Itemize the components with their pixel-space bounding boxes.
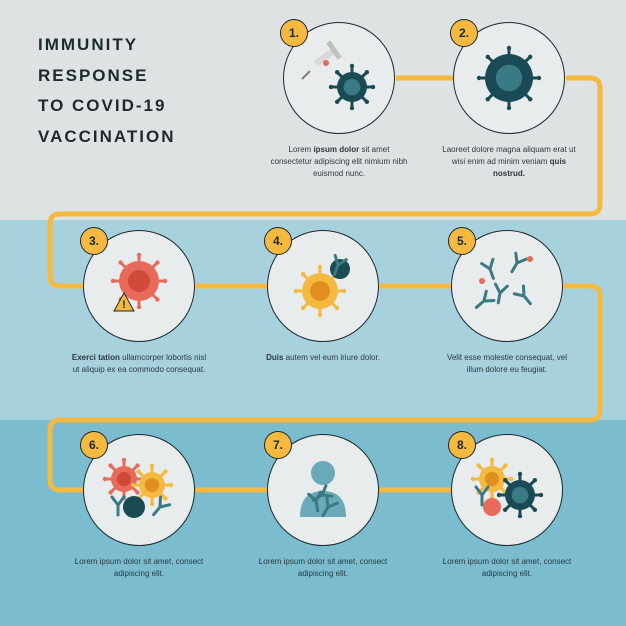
step-5: 5. Velit esse molestie consequat, vel ill… [432,230,582,376]
step-7: 7. Lorem ipsum dolor sit amet, consect ad… [248,434,398,580]
step-caption: Velit esse molestie consequat, vel illum… [432,352,582,376]
step-caption: Exerci tation ullamcorper lobortis nisl … [64,352,214,376]
step-2: 2. Laoreet dolore magna aliquam erat ut w… [434,22,584,180]
step-caption: Lorem ipsum dolor sit amet, consect adip… [64,556,214,580]
step-circle: 7. [267,434,379,546]
step-1: 1. Lorem ipsum dolor sit amet consectetur… [264,22,414,180]
step-circle: 6. [83,434,195,546]
step-circle: 2. [453,22,565,134]
step-number-badge: 2. [450,19,478,47]
step-circle: 5. [451,230,563,342]
step-6: 6. Lorem ipsum dolor sit amet, consect ad… [64,434,214,580]
step-8: 8. Lorem ipsum dolor sit amet, consect ad… [432,434,582,580]
step-number-badge: 8. [448,431,476,459]
step-caption: Laoreet dolore magna aliquam erat ut wis… [434,144,584,180]
svg-text:!: ! [122,299,126,311]
step-caption: Duis autem vel eum iriure dolor. [248,352,398,364]
step-number-badge: 3. [80,227,108,255]
step-number-badge: 5. [448,227,476,255]
step-circle: 4. [267,230,379,342]
step-circle: 8. [451,434,563,546]
step-circle: ! 3. [83,230,195,342]
step-caption: Lorem ipsum dolor sit amet consectetur a… [264,144,414,180]
step-circle: 1. [283,22,395,134]
step-number-badge: 1. [280,19,308,47]
step-4: 4. Duis autem vel eum iriure dolor. [248,230,398,364]
step-number-badge: 7. [264,431,292,459]
step-number-badge: 4. [264,227,292,255]
infographic-title: IMMUNITYRESPONSETO COVID-19VACCINATION [36,30,226,152]
step-number-badge: 6. [80,431,108,459]
step-caption: Lorem ipsum dolor sit amet, consect adip… [248,556,398,580]
step-caption: Lorem ipsum dolor sit amet, consect adip… [432,556,582,580]
step-3: ! 3. Exerci tation ullamcorper lobortis ni… [64,230,214,376]
